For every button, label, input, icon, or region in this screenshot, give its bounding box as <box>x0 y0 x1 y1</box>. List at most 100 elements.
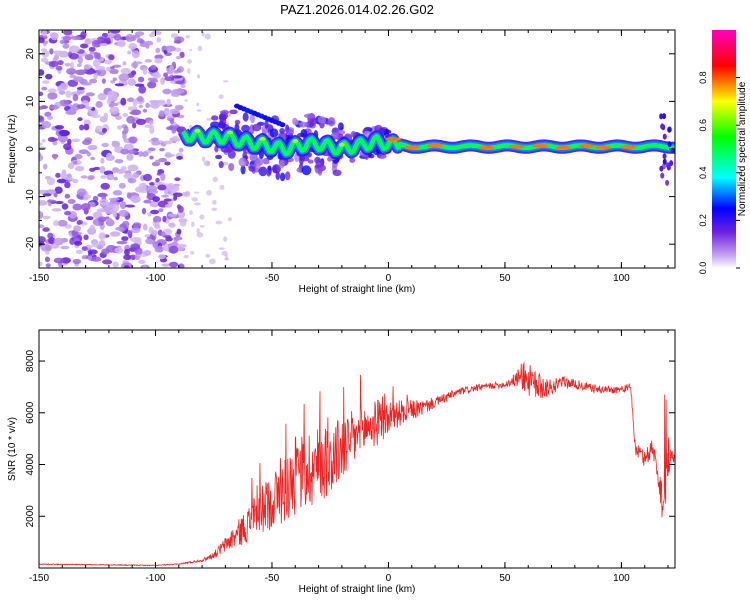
spectrogram-speckle-681 <box>58 129 70 137</box>
spectrogram-speckle-471 <box>107 90 118 99</box>
spectrogram-hotspot-14 <box>620 145 637 150</box>
spectrogram-speckle-759 <box>199 225 205 228</box>
spectrogram-x-tick-label-2: -50 <box>265 273 280 284</box>
spectrogram-x-tick-label-5: 100 <box>613 273 630 284</box>
spectrogram-speckle-636 <box>67 177 75 181</box>
spectrogram-speckle-569 <box>73 161 78 165</box>
spectrogram-hotspot-11 <box>555 145 572 150</box>
snr-y-tick-label-3: 8000 <box>25 349 36 372</box>
spectrogram-speckle-625 <box>163 198 172 202</box>
snr-line <box>39 362 675 567</box>
spectrogram-speckle-152 <box>109 66 115 70</box>
spectrogram-speckle-733 <box>189 210 193 215</box>
spectrogram-speckle-303 <box>55 172 61 178</box>
spectrogram-halo-90 <box>269 128 279 138</box>
spectrogram-speckle-724 <box>205 253 211 258</box>
spectrogram-speckle-143 <box>138 259 146 264</box>
spectrogram-speckle-254 <box>39 224 45 229</box>
spectrogram-speckle-484 <box>118 73 130 82</box>
spectrogram-speckle-41 <box>80 43 89 49</box>
spectrogram-speckle-752 <box>190 221 195 227</box>
spectrogram-speckle-715 <box>199 214 205 220</box>
spectrogram-speckle-247 <box>44 256 50 263</box>
spectrogram-speckle-482 <box>167 185 175 191</box>
spectrogram-x-tick-label-1: -100 <box>145 273 165 284</box>
spectrogram-speckle-554 <box>109 106 120 115</box>
spectrogram-speckle-263 <box>173 237 179 243</box>
spectrogram-speckle-356 <box>120 166 127 172</box>
spectrogram-speckle-704 <box>219 184 225 190</box>
snr-panel: -150 -100 -50 0 50 100 2000 4000 6000 8000 Heigh… <box>7 329 676 595</box>
spectrogram-hotspot-5 <box>385 137 402 142</box>
spectrogram-speckle-679 <box>81 82 92 86</box>
spectrogram-speckle-277 <box>106 98 112 105</box>
spectrogram-hotspot-2 <box>259 137 266 142</box>
spectrogram-speckle-240 <box>124 248 130 256</box>
colorbar-tick-label-3: 0.6 <box>698 119 708 132</box>
spectrogram-speckle-590 <box>111 140 118 146</box>
spectrogram-speckle-117 <box>179 51 185 59</box>
spectrogram-speckle-54 <box>127 50 132 55</box>
spectrogram-speckle-486 <box>123 265 130 268</box>
spectrogram-speckle-546 <box>112 203 120 212</box>
spectrogram-speckle-696 <box>109 30 121 34</box>
spectrogram-speckle-662 <box>117 125 122 130</box>
spectrogram-speckle-542 <box>172 75 183 79</box>
spectrogram-speckle-675 <box>77 220 83 225</box>
spectrogram-speckle-452 <box>45 263 51 268</box>
spectrogram-edge-14 <box>666 164 671 171</box>
spectrogram-halo-115 <box>215 154 223 160</box>
spectrogram-speckle-700 <box>184 99 188 102</box>
spectrogram-hotspot-10 <box>531 143 548 148</box>
spectrogram-edge-4 <box>662 153 667 160</box>
spectrogram-halo-55 <box>275 171 281 181</box>
spectrogram-edge-10 <box>660 123 665 130</box>
spectrogram-halo-215 <box>229 109 238 115</box>
spectrogram-speckle-394 <box>95 100 103 108</box>
spectrogram-speckle-517 <box>83 123 90 131</box>
spectrogram-speckle-686 <box>76 63 82 68</box>
spectrogram-halo-244 <box>292 117 298 126</box>
spectrogram-speckle-705 <box>196 227 200 234</box>
spectrogram-speckle-673 <box>98 232 106 241</box>
spectrogram-halo-255 <box>315 159 324 168</box>
spectrogram-speckle-555 <box>57 60 64 66</box>
snr-x-tick-label-0: -150 <box>29 573 49 584</box>
spectrogram-halo-185 <box>368 153 375 159</box>
spectrogram-speckle-591 <box>144 124 154 129</box>
spectrogram-speckle-286 <box>72 203 83 211</box>
spectrogram-speckle-366 <box>150 137 159 142</box>
spectrogram-speckle-312 <box>119 201 127 210</box>
spectrogram-x-tick-label-4: 50 <box>499 273 511 284</box>
spectrogram-speckle-391 <box>93 51 99 59</box>
spectrogram-speckle-392 <box>156 37 162 43</box>
spectrogram-speckle-290 <box>136 96 144 102</box>
spectrogram-speckle-334 <box>40 57 49 63</box>
spectrogram-speckle-559 <box>126 115 136 124</box>
spectrogram-speckle-393 <box>135 118 147 126</box>
spectrogram-halo-217 <box>218 120 225 129</box>
spectrogram-speckle-487 <box>65 110 77 115</box>
spectrogram-speckle-437 <box>126 192 132 199</box>
spectrogram-area <box>39 30 675 268</box>
spectrogram-speckle-210 <box>39 142 43 146</box>
spectrogram-speckle-708 <box>223 236 228 242</box>
spectrogram-speckle-748 <box>196 74 201 79</box>
spectrogram-speckle-736 <box>187 59 192 64</box>
spectrogram-speckle-529 <box>76 104 86 109</box>
spectrogram-speckle-299 <box>47 115 54 120</box>
spectrogram-speckle-671 <box>40 243 51 252</box>
spectrogram-hotspot-3 <box>292 138 299 143</box>
snr-x-ticks: -150 -100 -50 0 50 100 <box>29 330 669 584</box>
spectrogram-speckle-462 <box>123 254 132 261</box>
spectrogram-speckle-468 <box>39 91 44 96</box>
spectrogram-speckle-112 <box>64 181 71 189</box>
spectrogram-speckle-631 <box>151 229 158 236</box>
spectrogram-hotspot-0 <box>194 128 201 133</box>
spectrogram-speckle-522 <box>132 172 140 179</box>
spectrogram-halo-258 <box>238 157 247 167</box>
spectrogram-halo-28 <box>228 162 235 171</box>
spectrogram-halo-101 <box>301 165 312 176</box>
spectrogram-speckle-425 <box>39 210 44 219</box>
spectrogram-y-tick-label-4: -20 <box>25 237 36 252</box>
